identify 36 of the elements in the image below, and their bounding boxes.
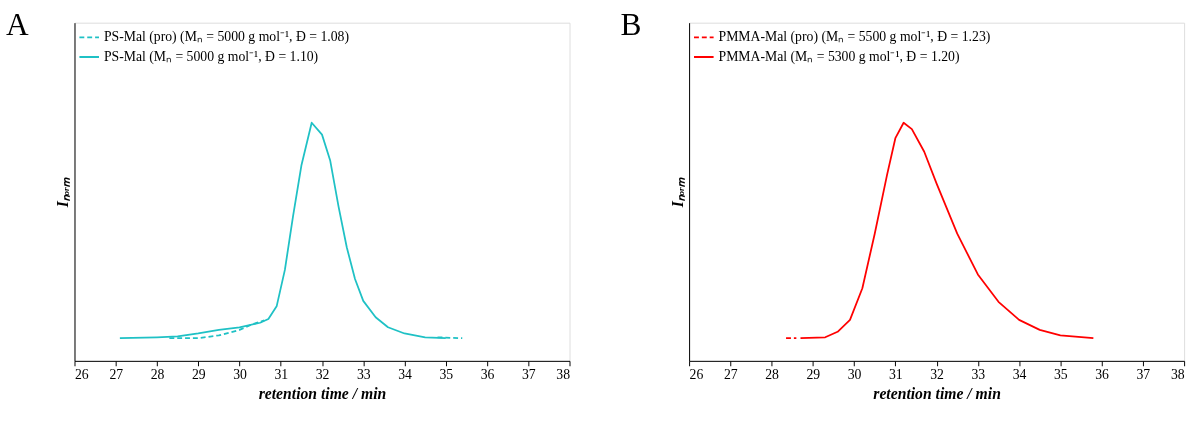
legend-label: PMMA-Mal (pro) (Mₙ = 5500 g mol⁻¹, Đ = 1.23) xyxy=(718,29,991,46)
x-tick-label: 31 xyxy=(888,367,903,382)
x-tick-label: 33 xyxy=(356,367,371,382)
x-tick-label: 32 xyxy=(930,367,945,382)
y-axis-title: Iₙₒᵣₘ xyxy=(668,177,686,209)
x-tick-label: 27 xyxy=(109,367,124,382)
x-axis-title: retention time / min xyxy=(873,384,1001,402)
x-tick-label: 35 xyxy=(439,367,454,382)
chart-title: A xyxy=(5,7,29,43)
x-tick-label: 28 xyxy=(150,367,165,382)
x-tick-label: 31 xyxy=(274,367,289,382)
x-tick-label: 27 xyxy=(723,367,738,382)
x-tick-label: 36 xyxy=(480,367,495,382)
x-tick-label: 37 xyxy=(521,367,536,382)
x-tick-label: 28 xyxy=(765,367,780,382)
x-tick-label: 33 xyxy=(971,367,986,382)
x-tick-label: 38 xyxy=(1170,367,1185,382)
x-tick-label: 29 xyxy=(806,367,821,382)
legend-label: PS-Mal (Mₙ = 5000 g mol⁻¹, Đ = 1.10) xyxy=(103,48,319,65)
x-tick-label: 26 xyxy=(689,367,704,382)
x-tick-label: 29 xyxy=(191,367,206,382)
x-tick-label: 34 xyxy=(1012,367,1027,382)
x-tick-label: 34 xyxy=(398,367,412,382)
x-tick-label: 38 xyxy=(556,367,571,382)
x-tick-label: 36 xyxy=(1095,367,1110,382)
legend-label: PMMA-Mal (Mₙ = 5300 g mol⁻¹, Đ = 1.20) xyxy=(718,48,960,65)
x-axis-title: retention time / min xyxy=(258,384,387,402)
x-tick-label: 30 xyxy=(847,367,862,382)
x-tick-label: 26 xyxy=(74,367,89,382)
x-tick-label: 37 xyxy=(1136,367,1151,382)
x-tick-label: 32 xyxy=(315,367,330,382)
legend-label: PS-Mal (pro) (Mₙ = 5000 g mol⁻¹, Đ = 1.08) xyxy=(103,29,350,46)
y-axis-title: Iₙₒᵣₘ xyxy=(54,177,72,209)
x-tick-label: 30 xyxy=(233,367,247,382)
chart-title: B xyxy=(620,7,642,43)
x-tick-label: 35 xyxy=(1054,367,1068,382)
